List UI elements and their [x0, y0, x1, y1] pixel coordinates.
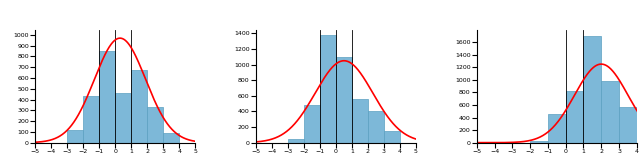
Bar	[384, 131, 400, 143]
Bar	[67, 130, 83, 143]
Bar	[115, 93, 131, 143]
Bar	[83, 96, 99, 143]
Bar	[352, 99, 368, 143]
Bar	[147, 107, 163, 143]
Bar	[336, 57, 352, 143]
Bar	[304, 105, 320, 143]
Bar	[320, 35, 336, 143]
Bar	[619, 107, 637, 143]
Bar	[584, 36, 601, 143]
Bar	[548, 114, 566, 143]
Bar	[131, 71, 147, 143]
Bar	[368, 112, 384, 143]
Bar	[601, 81, 619, 143]
Bar	[163, 133, 179, 143]
Bar	[99, 51, 115, 143]
Bar	[530, 141, 548, 143]
Bar	[566, 91, 584, 143]
Bar	[288, 139, 304, 143]
